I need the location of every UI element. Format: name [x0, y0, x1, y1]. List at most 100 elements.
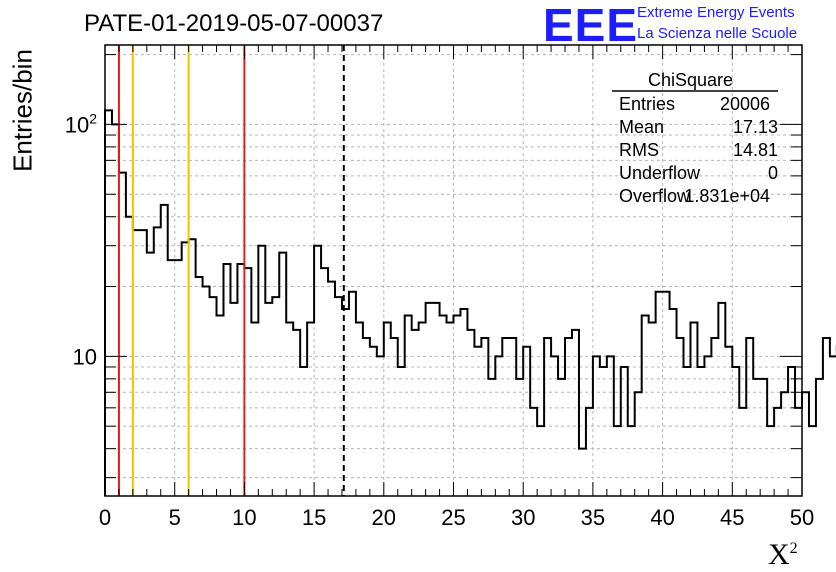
histogram-bin: [440, 316, 447, 496]
histogram-bin: [656, 292, 663, 496]
histogram-bin: [565, 338, 572, 496]
histogram-bin: [558, 379, 565, 496]
histogram-bin: [426, 303, 433, 496]
histogram-bin: [161, 205, 168, 496]
y-axis-label: Entries/bin: [7, 49, 38, 172]
histogram-bin: [370, 347, 377, 496]
stat-value-entries: 20006: [719, 94, 770, 114]
histogram-bin: [460, 309, 467, 496]
stat-label-mean: Mean: [619, 117, 665, 137]
histogram-bin: [175, 260, 182, 496]
histogram-bin: [335, 297, 342, 496]
histogram-bin: [203, 287, 210, 496]
x-tick-label: 10: [232, 505, 256, 530]
x-tick-label: 45: [720, 505, 744, 530]
histogram-bin: [230, 303, 237, 496]
histogram-bin: [363, 338, 370, 496]
histogram-bin: [537, 426, 544, 496]
histogram-bin: [433, 303, 440, 496]
histogram-bin: [572, 330, 579, 496]
histogram-bin: [147, 253, 154, 496]
x-tick-label: 30: [511, 505, 535, 530]
grid-horizontal: [105, 54, 802, 479]
logo-line-2: La Scienza nelle Scuole: [637, 25, 798, 42]
stat-value-mean: 17.13: [732, 117, 778, 137]
histogram-bin: [293, 330, 300, 496]
histogram-bin: [237, 264, 244, 496]
histogram-bin: [725, 347, 732, 496]
y-tick-label: 10: [73, 344, 97, 369]
histogram-bin: [732, 367, 739, 496]
histogram-bin: [328, 282, 335, 496]
stat-label-overflow: Overflow: [619, 186, 691, 206]
histogram-bin: [307, 322, 314, 496]
stat-value-underflow: 0: [767, 163, 778, 183]
histogram-bin: [670, 309, 677, 496]
histogram-bin: [447, 322, 454, 496]
histogram-bin: [467, 330, 474, 496]
histogram-bin: [788, 367, 795, 496]
histogram-bin: [279, 253, 286, 496]
histogram-bin: [600, 367, 607, 496]
histogram-bin: [398, 367, 405, 496]
histogram-bin: [356, 322, 363, 496]
histogram-bin: [286, 322, 293, 496]
x-tick-label: 50: [790, 505, 814, 530]
histogram-bin: [412, 330, 419, 496]
histogram-bin: [663, 292, 670, 496]
x-tick-label: 0: [99, 505, 111, 530]
histogram-bin: [649, 322, 656, 496]
stat-label-entries: Entries: [619, 94, 676, 114]
histogram-bin: [223, 264, 230, 496]
histogram-bin: [802, 392, 809, 496]
histogram-bin: [690, 322, 697, 496]
histogram-bin: [154, 227, 161, 496]
histogram-bin: [523, 347, 530, 496]
x-axis-tick-labels: 0 5 10 15 20 25 30 35 40 45 50: [99, 505, 814, 530]
histogram-bin: [251, 322, 258, 496]
histogram-bin: [196, 277, 203, 496]
histogram-bin: [642, 316, 649, 496]
histogram-bin: [767, 426, 774, 496]
histogram-bin: [182, 242, 189, 496]
x-tick-label: 25: [441, 505, 465, 530]
histogram-bins: [105, 110, 836, 496]
x-tick-label: 5: [169, 505, 181, 530]
y-axis-tick-labels: 10 102: [65, 110, 97, 369]
histogram-bin: [697, 367, 704, 496]
logo-line-1: Extreme Energy Events: [637, 4, 795, 21]
histogram-bin: [300, 367, 307, 496]
histogram-bin: [684, 367, 691, 496]
stats-box-title: ChiSquare: [648, 70, 734, 90]
histogram-bin: [168, 260, 175, 496]
histogram-bin: [746, 338, 753, 496]
histogram-bin: [509, 338, 516, 496]
x-tick-label: 15: [302, 505, 326, 530]
histogram-bin: [384, 322, 391, 496]
histogram-bin: [314, 246, 321, 496]
x-tick-label: 20: [372, 505, 396, 530]
histogram-bin: [628, 426, 635, 496]
histogram-bin: [621, 367, 628, 496]
histogram-bin: [244, 268, 251, 496]
histogram-bin: [189, 239, 196, 496]
chart-title: PATE-01-2019-05-07-00037: [84, 10, 384, 37]
histogram-bin: [809, 426, 816, 496]
histogram-bin: [579, 449, 586, 496]
histogram-bin: [711, 338, 718, 496]
histogram-bin: [816, 379, 823, 496]
histogram-bin: [112, 124, 119, 496]
histogram-bin: [516, 379, 523, 496]
histogram-bin: [454, 316, 461, 496]
histogram-bin: [544, 338, 551, 496]
histogram-bin: [349, 292, 356, 496]
histogram-bin: [140, 230, 147, 496]
x-axis-label: X2: [768, 538, 798, 571]
histogram-bin: [502, 338, 509, 496]
histogram-bin: [272, 297, 279, 496]
histogram-bin: [258, 246, 265, 496]
histogram-bin: [718, 303, 725, 496]
histogram-bin: [133, 230, 140, 496]
histogram-bin: [321, 268, 328, 496]
